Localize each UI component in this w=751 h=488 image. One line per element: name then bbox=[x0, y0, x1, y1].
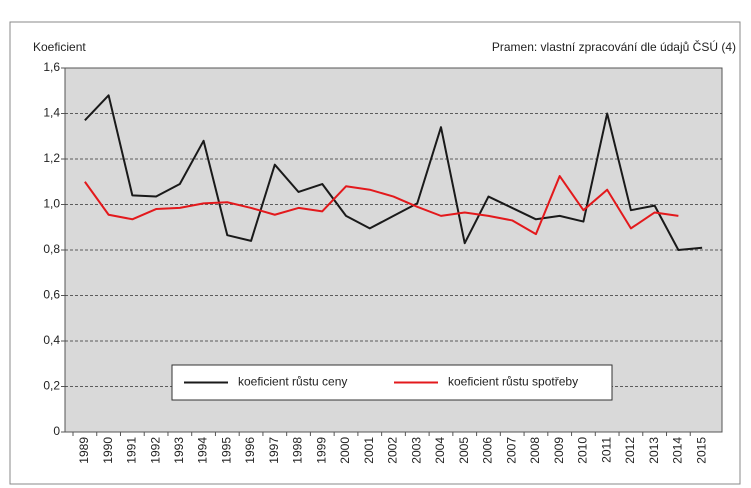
y-tick-label: 0,2 bbox=[43, 379, 60, 393]
y-tick-label: 0,6 bbox=[43, 288, 60, 302]
x-tick-label: 2002 bbox=[386, 437, 400, 464]
x-tick-label: 1992 bbox=[148, 437, 162, 464]
x-tick-label: 1999 bbox=[314, 437, 328, 464]
x-tick-label: 1994 bbox=[196, 437, 210, 464]
x-tick-label: 2000 bbox=[338, 437, 352, 464]
y-tick-label: 1,0 bbox=[43, 197, 60, 211]
x-tick-label: 2004 bbox=[433, 437, 447, 464]
y-axis-label: Koeficient bbox=[33, 40, 86, 54]
y-tick-label: 0,8 bbox=[43, 242, 60, 256]
x-tick-label: 1998 bbox=[291, 437, 305, 464]
legend-label: koeficient růstu spotřeby bbox=[448, 375, 578, 389]
legend-box bbox=[171, 364, 613, 401]
y-tick-label: 0,4 bbox=[43, 333, 60, 347]
x-tick-label: 1993 bbox=[172, 437, 186, 464]
x-tick-label: 1990 bbox=[101, 437, 115, 464]
x-tick-label: 1995 bbox=[219, 437, 233, 464]
x-tick-label: 2001 bbox=[362, 437, 376, 464]
x-tick-label: 2008 bbox=[528, 437, 542, 464]
x-tick-label: 1996 bbox=[243, 437, 257, 464]
x-tick-label: 2013 bbox=[647, 437, 661, 464]
x-tick-label: 1989 bbox=[77, 437, 91, 464]
y-tick-label: 0 bbox=[53, 424, 60, 438]
x-tick-label: 2015 bbox=[694, 437, 708, 464]
source-note: Pramen: vlastní zpracování dle údajů ČSÚ… bbox=[492, 39, 736, 54]
x-tick-label: 2006 bbox=[481, 437, 495, 464]
y-tick-label: 1,4 bbox=[43, 106, 60, 120]
x-tick-label: 1991 bbox=[125, 437, 139, 464]
legend-label: koeficient růstu ceny bbox=[238, 375, 347, 389]
x-tick-label: 2005 bbox=[457, 437, 471, 464]
x-tick-label: 2003 bbox=[409, 437, 423, 464]
line-series bbox=[84, 94, 703, 251]
x-tick-label: 2009 bbox=[552, 437, 566, 464]
y-tick-label: 1,6 bbox=[43, 60, 60, 74]
line-series bbox=[84, 175, 679, 236]
x-tick-label: 2010 bbox=[576, 437, 590, 464]
x-tick-label: 2007 bbox=[504, 437, 518, 464]
x-tick-label: 2011 bbox=[599, 437, 613, 463]
y-tick-label: 1,2 bbox=[43, 151, 60, 165]
x-tick-label: 2012 bbox=[623, 437, 637, 464]
x-tick-label: 2014 bbox=[671, 437, 685, 464]
x-tick-label: 1997 bbox=[267, 437, 281, 464]
